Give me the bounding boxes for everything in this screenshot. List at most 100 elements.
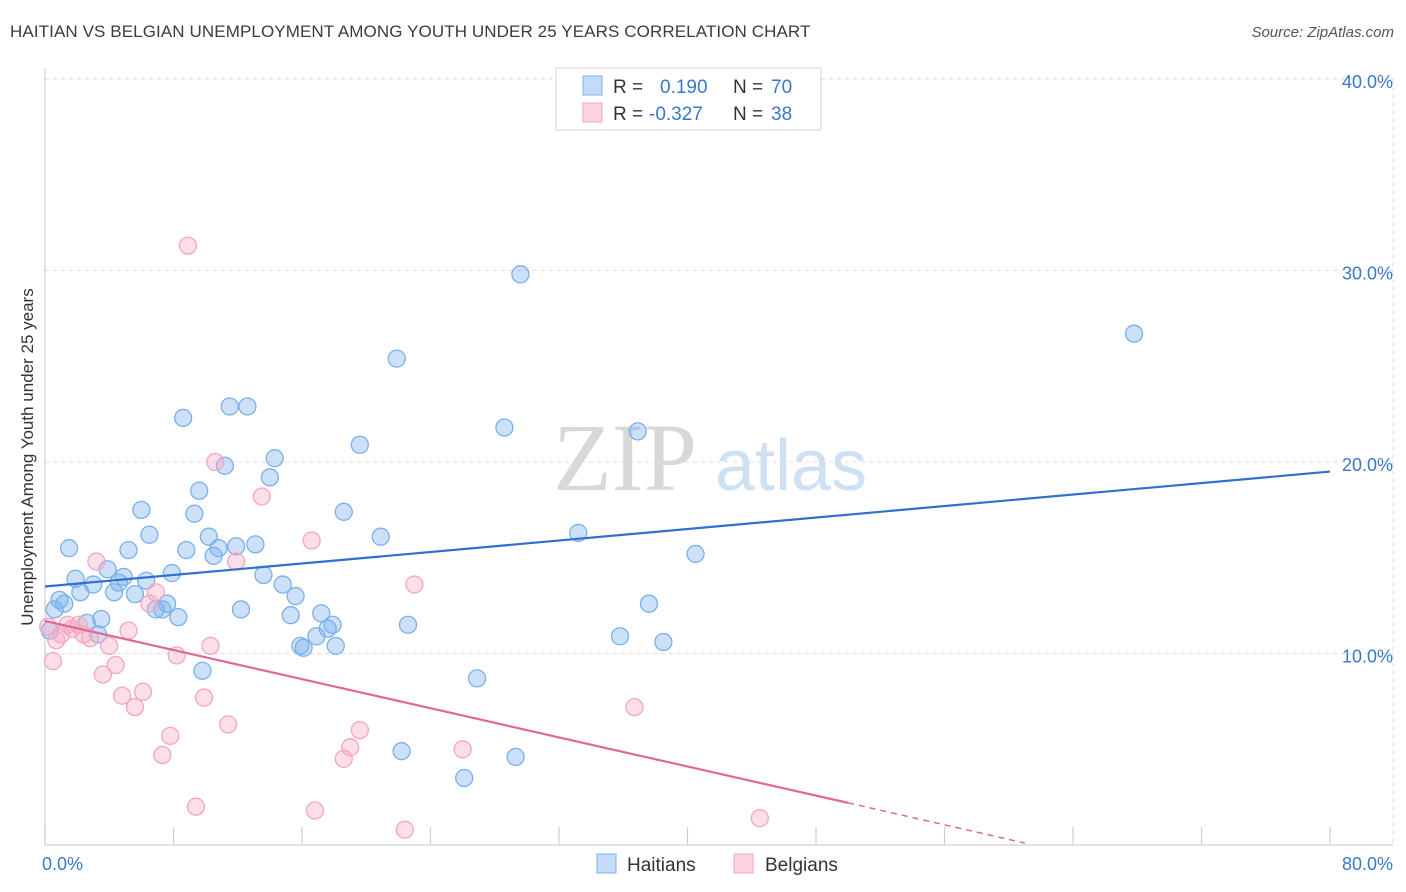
trend-line-extension-belgians <box>847 802 1025 844</box>
legend-swatch-haitians <box>582 75 603 96</box>
point-haitians-61 <box>506 747 525 767</box>
point-haitians-57 <box>398 615 418 634</box>
watermark-atlas: atlas <box>715 426 867 506</box>
trend-line-belgians <box>44 619 849 804</box>
legend-n-label-1: N = <box>733 77 763 98</box>
point-belgians-20 <box>161 726 180 745</box>
point-belgians-34 <box>350 720 369 740</box>
point-haitians-25 <box>173 408 193 428</box>
point-haitians-32 <box>209 539 228 558</box>
point-haitians-37 <box>238 397 257 416</box>
trend-line-haitians <box>44 470 1331 588</box>
point-haitians-58 <box>455 768 474 788</box>
point-belgians-22 <box>178 236 198 255</box>
point-haitians-38 <box>246 535 265 554</box>
y-tick-label: 20.0% <box>1342 455 1393 475</box>
point-haitians-23 <box>162 563 182 583</box>
point-haitians-1 <box>45 600 64 619</box>
legend-r-label-1: R = <box>613 77 643 98</box>
point-haitians-40 <box>260 468 280 487</box>
point-belgians-18 <box>146 583 165 602</box>
point-belgians-2 <box>47 630 66 650</box>
point-haitians-55 <box>387 349 406 368</box>
point-belgians-24 <box>194 688 214 707</box>
point-haitians-10 <box>92 609 111 629</box>
point-belgians-15 <box>125 697 145 717</box>
point-haitians-36 <box>231 600 251 619</box>
point-belgians-31 <box>305 801 325 820</box>
point-haitians-67 <box>654 632 673 652</box>
y-tick-labels: 10.0% 20.0% 30.0% 40.0% <box>1342 72 1393 667</box>
series-haitians <box>40 265 1144 788</box>
point-haitians-43 <box>281 606 300 625</box>
point-belgians-27 <box>218 715 238 734</box>
point-belgians-35 <box>395 820 414 839</box>
point-haitians-33 <box>215 456 235 475</box>
point-haitians-54 <box>371 527 390 546</box>
point-haitians-26 <box>177 540 196 560</box>
point-haitians-39 <box>254 565 273 585</box>
point-haitians-14 <box>114 567 133 587</box>
point-haitians-60 <box>495 418 514 437</box>
y-tick-label: 10.0% <box>1342 647 1393 667</box>
point-belgians-37 <box>453 740 472 759</box>
point-belgians-25 <box>201 636 220 655</box>
point-haitians-8 <box>84 575 103 594</box>
legend-r-value-1: 0.190 <box>660 77 708 98</box>
point-haitians-35 <box>226 537 246 556</box>
point-belgians-19 <box>153 745 172 765</box>
point-haitians-44 <box>286 586 305 606</box>
point-belgians-33 <box>341 738 360 757</box>
point-belgians-10 <box>93 665 112 684</box>
point-haitians-4 <box>59 539 79 558</box>
watermark: ZIP atlas <box>553 404 867 511</box>
y-tick-label: 30.0% <box>1342 264 1393 284</box>
point-belgians-36 <box>405 575 424 594</box>
point-haitians-22 <box>157 594 177 613</box>
legend-n-label-2: N = <box>733 104 763 125</box>
point-belgians-14 <box>119 621 138 640</box>
point-haitians-65 <box>628 422 647 441</box>
point-haitians-69 <box>1124 324 1144 343</box>
x-tick-label-max: 80.0% <box>1342 854 1393 874</box>
point-belgians-32 <box>334 749 353 768</box>
point-haitians-15 <box>119 540 138 560</box>
point-haitians-56 <box>392 742 411 761</box>
point-haitians-24 <box>169 607 188 627</box>
legend-n-value-2: 38 <box>771 104 792 125</box>
point-haitians-46 <box>294 638 313 657</box>
point-haitians-16 <box>125 584 145 604</box>
point-haitians-53 <box>350 435 369 454</box>
legend-swatch-belgians <box>582 102 603 123</box>
point-haitians-45 <box>291 636 310 655</box>
point-belgians-28 <box>226 552 246 571</box>
point-belgians-8 <box>80 629 100 648</box>
point-haitians-50 <box>323 615 342 634</box>
point-haitians-12 <box>104 583 124 602</box>
point-haitians-17 <box>132 500 151 520</box>
series-legend: Haitians Belgians <box>596 853 838 876</box>
point-haitians-27 <box>185 504 204 523</box>
legend-r-label-2: R = <box>613 104 643 125</box>
point-haitians-19 <box>140 525 159 544</box>
point-belgians-13 <box>112 686 132 705</box>
watermark-zip: ZIP <box>553 404 697 511</box>
point-haitians-42 <box>273 575 292 594</box>
point-haitians-29 <box>193 661 212 680</box>
trend-lines <box>44 470 1331 844</box>
point-haitians-52 <box>334 502 353 521</box>
legend-label-haitians: Haitians <box>627 855 696 876</box>
point-haitians-41 <box>265 449 284 468</box>
legend-n-value-1: 70 <box>771 77 792 98</box>
point-haitians-51 <box>326 636 345 655</box>
point-haitians-63 <box>569 523 588 543</box>
point-belgians-26 <box>206 452 225 472</box>
point-belgians-11 <box>100 636 119 655</box>
x-tick-labels: 0.0% 80.0% <box>42 854 1393 874</box>
point-haitians-28 <box>190 481 209 500</box>
point-haitians-34 <box>220 397 239 416</box>
source-credit: Source: ZipAtlas.com <box>1251 24 1394 41</box>
point-belgians-30 <box>302 531 321 550</box>
point-haitians-64 <box>610 627 630 646</box>
